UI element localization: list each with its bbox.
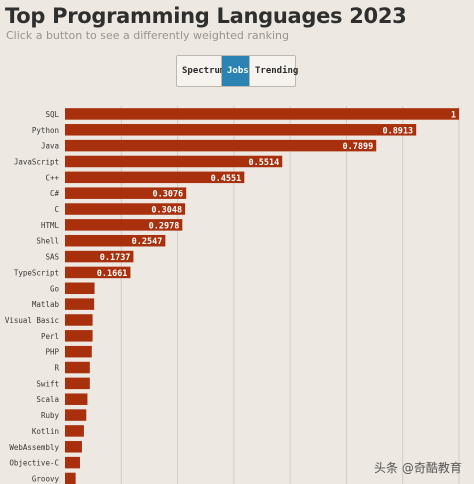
bar (65, 250, 134, 263)
bar (65, 377, 90, 390)
ranking-button-group: Spectrum Jobs Trending (176, 55, 298, 87)
jobs-button[interactable]: Jobs (222, 56, 249, 86)
value-label: 0.5514 (249, 158, 280, 168)
bar (65, 282, 95, 295)
bar (65, 425, 84, 437)
bar (65, 266, 131, 279)
bar (65, 155, 283, 168)
value-label: 0.2547 (132, 237, 163, 247)
value-label: 1 (451, 110, 456, 120)
category-label: Groovy (32, 474, 60, 483)
bar (65, 409, 87, 421)
category-label: WebAssembly (9, 443, 59, 452)
bar (65, 472, 76, 484)
bar (65, 361, 90, 374)
category-label: SQL (45, 110, 59, 119)
bar (65, 330, 93, 342)
value-label: 0.1661 (97, 269, 128, 279)
value-label: 0.7899 (343, 142, 374, 152)
category-label: Objective-C (9, 459, 59, 468)
bar (65, 298, 95, 310)
bar (65, 124, 417, 136)
category-label: Shell (36, 237, 59, 246)
category-label: Scala (36, 395, 59, 404)
bar (65, 203, 186, 215)
value-label: 0.3076 (152, 190, 183, 200)
bar (65, 234, 166, 247)
category-label: Swift (36, 379, 59, 388)
spectrum-button[interactable]: Spectrum (177, 56, 225, 86)
bar (65, 219, 183, 231)
category-label: Perl (41, 332, 59, 341)
bar (65, 139, 377, 152)
category-label: Visual Basic (5, 316, 59, 325)
category-label: Ruby (41, 411, 60, 420)
value-label: 0.3048 (151, 206, 182, 216)
value-label: 0.4551 (211, 174, 242, 184)
value-label: 0.2978 (149, 221, 180, 231)
bar (65, 345, 92, 358)
category-label: Matlab (32, 300, 60, 309)
watermark: 头条 @奇酷教育 (374, 461, 462, 475)
trending-button[interactable]: Trending (249, 56, 298, 86)
value-label: 0.8913 (382, 126, 413, 136)
category-label: HTML (41, 221, 60, 230)
category-label: R (54, 364, 59, 373)
page-subtitle: Click a button to see a differently weig… (6, 29, 289, 42)
bar (65, 441, 82, 453)
category-label: JavaScript (14, 157, 59, 166)
category-label: PHP (45, 348, 59, 357)
category-label: SAS (45, 253, 59, 262)
category-label: C# (50, 189, 60, 198)
category-label: Python (32, 126, 59, 135)
bar (65, 108, 459, 120)
bar (65, 314, 93, 326)
category-label: Go (50, 284, 60, 293)
bar (65, 171, 245, 184)
category-label: C (54, 205, 59, 214)
category-label: Java (41, 142, 59, 151)
bar (65, 456, 80, 469)
bar (65, 187, 187, 199)
category-label: Kotlin (32, 427, 59, 436)
bar (65, 393, 88, 405)
page-title: Top Programming Languages 2023 (5, 4, 407, 28)
category-label: TypeScript (14, 268, 59, 277)
category-label: C++ (45, 173, 59, 182)
value-label: 0.1737 (100, 253, 131, 263)
